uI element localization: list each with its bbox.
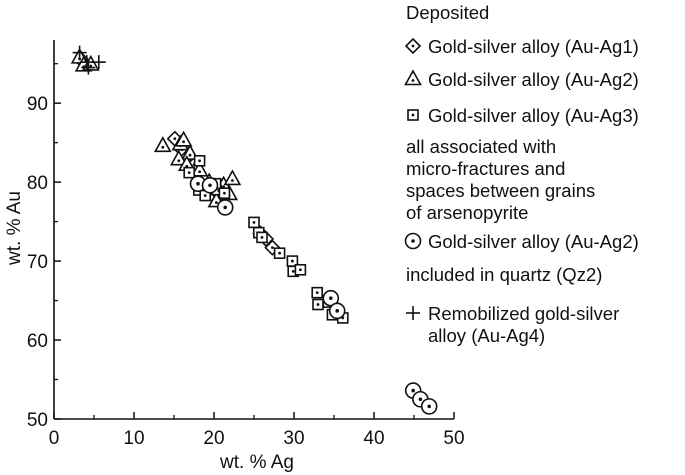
triangle-dot-data-point xyxy=(181,144,199,160)
y-axis-title: wt. % Au xyxy=(4,191,25,266)
triangle-marker-icon xyxy=(404,69,422,86)
circle-dot-data-point xyxy=(201,176,219,194)
x-tick-label: 50 xyxy=(443,428,464,449)
legend-label-au-ag2-quartz: Gold-silver alloy (Au-Ag2) xyxy=(428,231,639,252)
y-tick-label: 80 xyxy=(27,173,48,194)
y-tick-label: 60 xyxy=(27,331,48,352)
diamond-marker-icon xyxy=(404,37,422,55)
square-dot-data-point xyxy=(218,187,231,199)
legend-label-au-ag2: Gold-silver alloy (Au-Ag2) xyxy=(428,69,639,90)
triangle-dot-data-point xyxy=(223,169,242,186)
circle-dot-data-point xyxy=(328,302,346,320)
legend-note-line-3: spaces between grains xyxy=(406,180,596,201)
legend-label-au-ag4-line-2: alloy (Au-Ag4) xyxy=(428,325,546,346)
x-tick-label: 30 xyxy=(283,428,304,449)
triangle-dot-data-point xyxy=(174,130,193,147)
circle-dot-legend-marker xyxy=(404,232,422,250)
plus-data-point xyxy=(81,60,96,75)
square-dot-data-point xyxy=(256,231,268,244)
plus-data-point xyxy=(79,55,94,70)
y-ticks: 50 60 70 80 90 xyxy=(27,63,61,431)
square-dot-data-point xyxy=(294,263,307,276)
legend-label-au-ag1: Gold-silver alloy (Au-Ag1) xyxy=(428,36,639,57)
plus-data-point xyxy=(72,45,87,60)
legend-label-au-ag3: Gold-silver alloy (Au-Ag3) xyxy=(428,105,639,126)
x-tick-label: 0 xyxy=(49,428,60,449)
x-tick-label: 40 xyxy=(363,428,384,449)
x-axis-title: wt. % Ag xyxy=(219,452,294,473)
triangle-dot-data-point xyxy=(153,136,172,153)
plus-marker-icon xyxy=(406,306,420,320)
circle-dot-data-point xyxy=(216,199,234,216)
diamond-dot-legend-marker xyxy=(404,37,422,55)
legend-note-quartz: included in quartz (Qz2) xyxy=(406,264,603,285)
plus-data-point xyxy=(91,55,106,70)
square-dot-data-point xyxy=(273,247,286,259)
legend-note-line-1: all associated with xyxy=(406,136,557,157)
square-dot-data-point xyxy=(311,286,324,299)
square-dot-data-point xyxy=(183,166,195,179)
square-marker-icon xyxy=(407,109,419,121)
y-tick-label: 50 xyxy=(27,410,48,431)
triangle-dot-legend-marker xyxy=(404,69,422,86)
circle-dot-data-point xyxy=(420,398,438,415)
legend-title: Deposited xyxy=(406,2,490,23)
square-dot-legend-marker xyxy=(407,109,419,121)
square-dot-data-point xyxy=(248,216,260,229)
y-tick-label: 90 xyxy=(27,94,48,115)
legend-label-au-ag4-line-1: Remobilized gold-silver xyxy=(428,303,620,324)
plus-legend-marker xyxy=(406,306,420,320)
x-tick-label: 20 xyxy=(203,428,224,449)
square-dot-data-point xyxy=(193,155,206,167)
square-dot-data-point xyxy=(312,298,324,311)
x-tick-label: 10 xyxy=(123,428,144,449)
y-tick-label: 70 xyxy=(27,252,48,273)
data-points xyxy=(70,45,438,415)
circle-marker-icon xyxy=(404,232,422,250)
triangle-dot-data-point xyxy=(169,149,188,166)
legend-note-line-4: of arsenopyrite xyxy=(406,202,529,223)
legend-note-line-2: micro-fractures and xyxy=(406,158,566,179)
x-ticks: 0 10 20 30 40 50 xyxy=(49,412,465,449)
